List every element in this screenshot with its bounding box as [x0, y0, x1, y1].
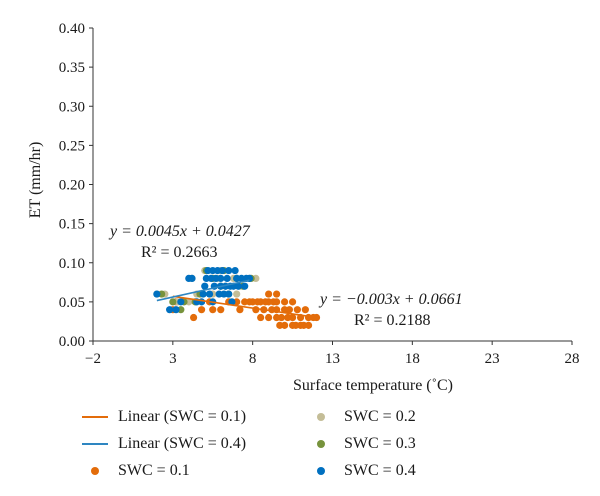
data-points [153, 266, 321, 329]
trendline-linear-swc-0-4 [156, 279, 250, 302]
legend-item-swc-01: SWC = 0.1 [82, 462, 190, 480]
data-point-swc-0-4 [188, 274, 196, 282]
legend-label: SWC = 0.1 [118, 462, 190, 479]
legend-item-linear-swc-04: Linear (SWC = 0.4) [82, 435, 246, 453]
legend-item-linear-swc-01: Linear (SWC = 0.1) [82, 408, 246, 426]
data-point-swc-0-4 [225, 266, 233, 275]
y-tick-label: 0.25 [59, 138, 85, 154]
legend-item-swc-03: SWC = 0.3 [308, 435, 416, 453]
x-axis-ticks: −2 3 8 13 18 23 28 [85, 341, 580, 367]
trend-equation-swc-04: y = 0.0045x + 0.0427 [108, 223, 251, 240]
y-tick-label: 0.10 [59, 256, 85, 272]
y-tick-label: 0.40 [59, 21, 85, 37]
data-point-swc-0-4 [225, 290, 233, 298]
legend-label: SWC = 0.2 [344, 408, 416, 425]
legend-label: Linear (SWC = 0.1) [118, 408, 247, 425]
y-tick-label: 0.30 [59, 99, 85, 115]
data-point-swc-0-1 [257, 313, 265, 322]
x-tick-label: 23 [485, 351, 500, 367]
data-point-swc-0-1 [288, 298, 297, 306]
data-point-swc-0-1 [312, 313, 321, 322]
trend-equation-swc-01: y = −0.003x + 0.0661 [318, 291, 463, 308]
data-point-swc-0-1 [197, 306, 206, 314]
data-point-swc-0-4 [199, 290, 207, 298]
data-point-swc-0-1 [281, 298, 289, 306]
data-point-swc-0-4 [197, 298, 206, 306]
data-point-swc-0-2 [233, 290, 241, 298]
data-point-swc-0-1 [281, 321, 289, 329]
data-point-swc-0-4 [205, 290, 214, 298]
data-point-swc-0-1 [217, 306, 225, 314]
trend-r2-swc-04: R² = 0.2663 [141, 244, 218, 261]
data-point-swc-0-4 [234, 282, 242, 290]
data-point-swc-0-4 [177, 298, 185, 306]
data-point-swc-0-4 [228, 298, 236, 306]
legend-swatch-dot [317, 467, 325, 475]
trend-r2-swc-01: R² = 0.2188 [354, 312, 431, 329]
data-point-swc-0-1 [236, 306, 244, 314]
legend-item-swc-04: SWC = 0.4 [308, 462, 416, 480]
legend-swatch-dot [91, 467, 99, 475]
data-point-swc-0-4 [218, 266, 226, 275]
data-point-swc-0-4 [223, 274, 231, 282]
x-tick-label: 28 [565, 351, 580, 367]
trendline-linear-swc-0-1 [172, 295, 309, 318]
legend-label: Linear (SWC = 0.4) [118, 435, 247, 452]
legend-label: SWC = 0.4 [344, 462, 416, 479]
data-point-swc-0-4 [166, 306, 174, 314]
data-point-swc-0-1 [273, 298, 281, 306]
data-point-swc-0-1 [209, 306, 217, 314]
x-tick-label: 18 [405, 351, 420, 367]
data-point-swc-0-1 [265, 290, 273, 298]
x-axis-label: Surface temperature (˚C) [293, 377, 453, 394]
data-point-swc-0-4 [201, 282, 209, 290]
data-point-swc-0-1 [265, 313, 273, 322]
legend-item-swc-02: SWC = 0.2 [308, 408, 416, 426]
y-tick-label: 0.20 [59, 178, 85, 194]
data-point-swc-0-1 [293, 306, 301, 314]
x-tick-label: 3 [169, 351, 177, 367]
data-point-swc-0-4 [241, 282, 249, 290]
data-point-swc-0-4 [231, 266, 239, 275]
data-point-swc-0-1 [273, 290, 281, 298]
data-point-swc-0-4 [202, 274, 210, 282]
legend-swatch-line [82, 443, 108, 445]
data-point-swc-0-1 [189, 313, 198, 322]
x-tick-label: 13 [325, 351, 340, 367]
legend-swatch-dot [317, 440, 325, 448]
trendlines [156, 279, 309, 318]
y-axis-label: ET (mm/hr) [27, 142, 44, 219]
y-tick-label: 0.35 [59, 60, 85, 76]
data-point-swc-0-1 [300, 321, 308, 329]
x-tick-label: −2 [85, 351, 101, 367]
legend-label: SWC = 0.3 [344, 435, 416, 452]
data-point-swc-0-4 [217, 274, 225, 282]
y-axis-ticks: 0.00 0.05 0.10 0.15 0.20 0.25 0.30 0.35 0.40 [59, 21, 93, 350]
data-point-swc-0-1 [301, 306, 309, 314]
data-point-swc-0-1 [277, 313, 286, 322]
data-point-swc-0-4 [172, 306, 180, 314]
y-tick-label: 0.05 [59, 295, 85, 311]
data-point-swc-0-1 [292, 321, 300, 329]
x-tick-label: 8 [249, 351, 257, 367]
data-point-swc-0-1 [285, 306, 293, 314]
data-point-swc-0-1 [288, 313, 297, 322]
data-point-swc-0-4 [153, 290, 161, 298]
legend-swatch-line [82, 416, 108, 418]
y-tick-label: 0.00 [59, 334, 85, 350]
data-point-swc-0-3 [169, 298, 177, 306]
y-tick-label: 0.15 [59, 217, 85, 233]
scatter-chart: 0.00 0.05 0.10 0.15 0.20 0.25 0.30 0.35 0.40 −2 3… [27, 21, 580, 394]
legend-swatch-dot [317, 413, 325, 421]
